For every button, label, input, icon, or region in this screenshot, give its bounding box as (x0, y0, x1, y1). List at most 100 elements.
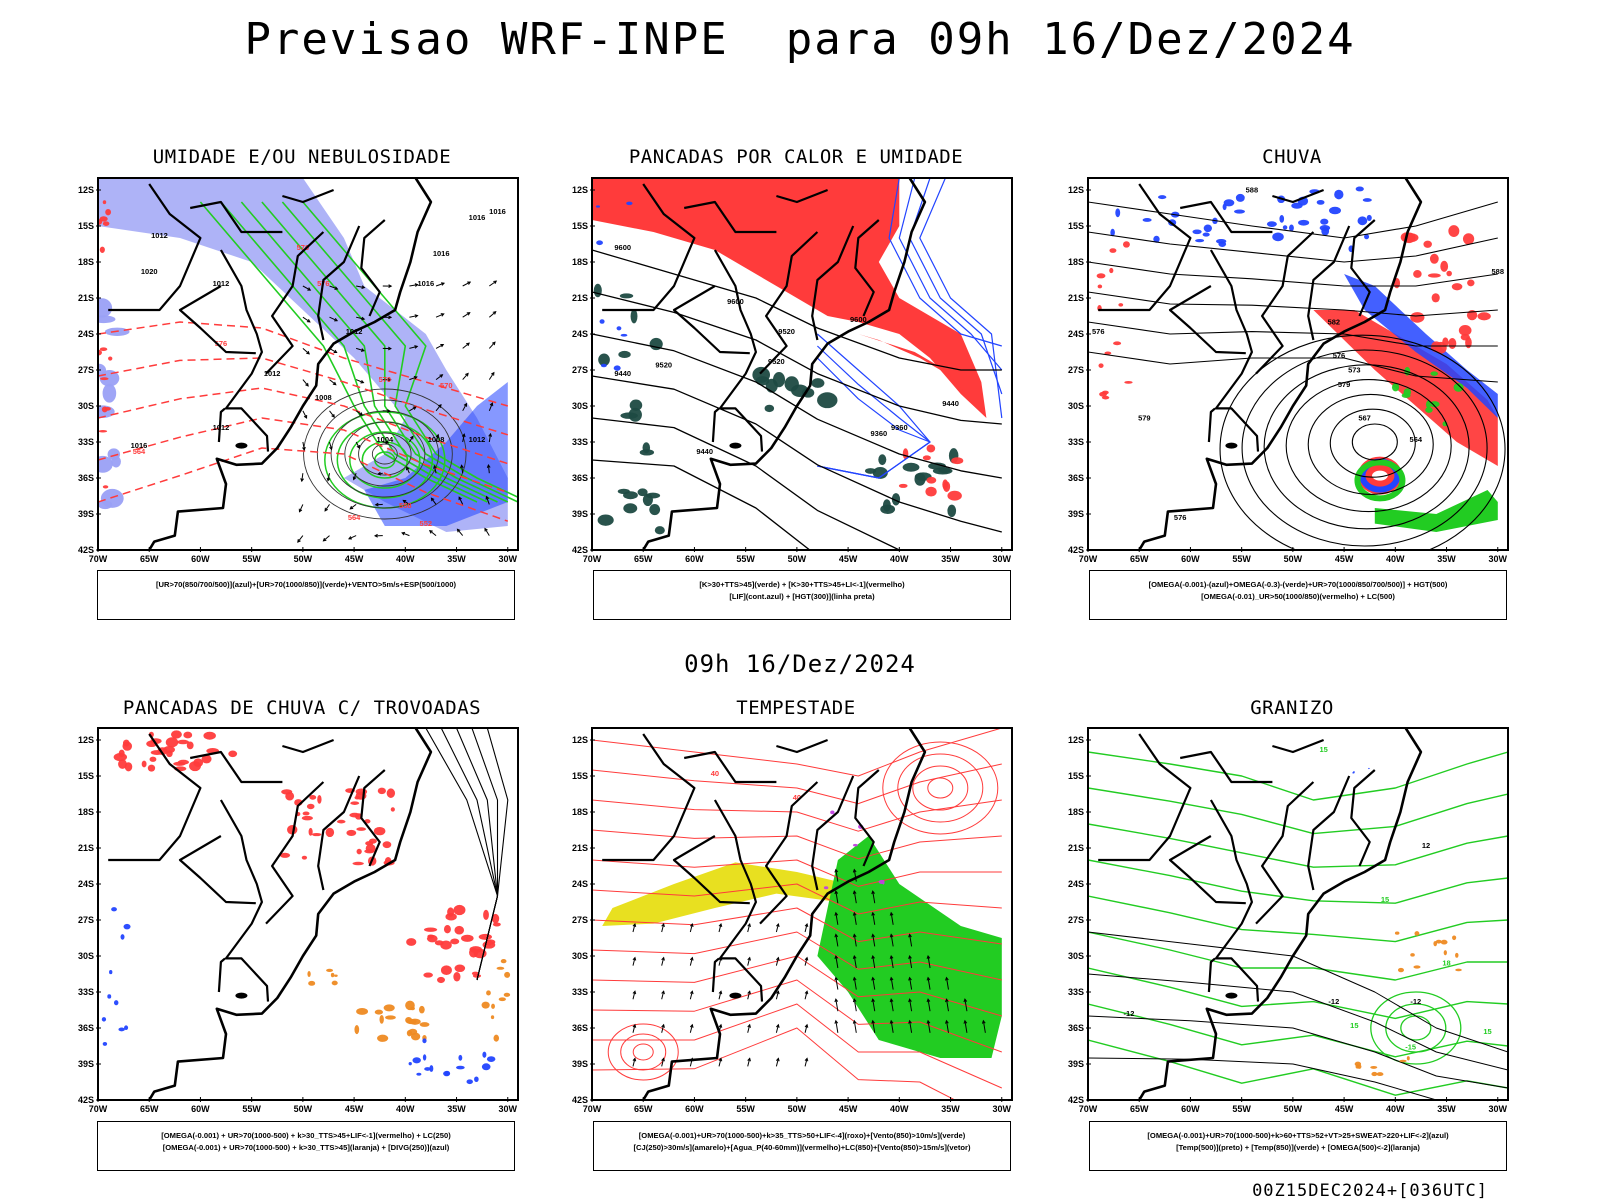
contour-label: 567 (1358, 413, 1371, 422)
omega500-orange (1452, 935, 1456, 940)
legend-line: [Temp(500)](preto) + [Temp(850)](verde) … (1090, 1142, 1506, 1154)
rain-red-ne (1463, 233, 1474, 244)
rain-red-andes (1124, 381, 1132, 384)
divergence-blue (429, 1065, 433, 1072)
omega-blue (1298, 220, 1309, 226)
lat-tick-label: 15S (78, 771, 94, 781)
country-border (1211, 800, 1258, 1002)
storm-red-north (189, 761, 201, 771)
storm-orange (379, 1015, 383, 1024)
divergence-blue (412, 1057, 420, 1063)
storm-red-north (148, 765, 155, 772)
storm-red-coast (479, 934, 492, 940)
rain-red-andes (1113, 341, 1121, 345)
divergence-andes (114, 1000, 118, 1005)
lat-tick-label: 30S (78, 401, 94, 411)
lat-tick-label: 12S (78, 735, 94, 745)
lagoon (729, 993, 741, 999)
storm-orange-south (332, 981, 338, 986)
storm-red-coast (483, 910, 489, 920)
storm-orange-south (334, 975, 338, 977)
omega500-orange (1395, 931, 1399, 934)
contour-label: -15 (1405, 1043, 1416, 1052)
contour-label: 40 (711, 769, 719, 778)
lat-tick-label: 18S (78, 257, 94, 267)
storm-red-north (228, 751, 237, 758)
heat-red-ocean (926, 477, 936, 484)
lagoon (235, 443, 247, 449)
storm-red-center (302, 816, 313, 821)
lon-tick-label: 45W (839, 1104, 858, 1114)
storm-red-center (285, 792, 294, 801)
storm-red-center (356, 827, 366, 831)
contour-label: -12 (1328, 997, 1339, 1006)
legend-tempestade: [OMEGA(-0.001)+UR>70(1000-500)+k>35_TTS>… (593, 1121, 1011, 1171)
omega-blue (1283, 225, 1288, 229)
hgt500-contour (1352, 424, 1397, 460)
divergence-andes (107, 994, 111, 998)
lat-tick-label: 33S (78, 437, 94, 447)
legend-line: [K>30+TTS>45](verde) + [K>30+TTS>45+LI<-… (594, 579, 1010, 591)
storm-red-center (349, 813, 360, 818)
lifted-index-andes (626, 202, 632, 205)
thickness-andes (108, 356, 112, 360)
lat-tick-label: 12S (572, 735, 588, 745)
lon-tick-label: 30W (992, 1104, 1011, 1114)
storm-orange-east (499, 997, 506, 1001)
legend-line: [OMEGA(-0.001) + UR>70(1000-500) + k>30_… (98, 1130, 514, 1142)
humidity-andes (111, 456, 121, 468)
lat-tick-label: 12S (78, 185, 94, 195)
divergence-blue (456, 1066, 465, 1070)
lat-tick-label: 15S (78, 221, 94, 231)
contour-label: 15 (1350, 1021, 1358, 1030)
lon-tick-label: 60W (1181, 1104, 1200, 1114)
heat-teal-andes (618, 351, 630, 358)
lon-tick-label: 35W (1437, 1104, 1456, 1114)
storm-red-north (142, 761, 147, 768)
temp850-contour (1088, 752, 1508, 800)
contour-label: 1016 (489, 207, 506, 216)
lon-tick-label: 55W (736, 554, 755, 564)
heat-red-ocean (947, 491, 961, 501)
lon-tick-label: 40W (396, 1104, 415, 1114)
lat-tick-label: 21S (1068, 843, 1084, 853)
severe-purple (824, 886, 828, 889)
legend-umidade: [UR>70(850/700/500)](azul)+[UR>70(1000/8… (97, 570, 515, 620)
country-border (1209, 958, 1215, 992)
rain-red-ne (1430, 254, 1439, 264)
lat-tick-label: 24S (78, 879, 94, 889)
temp500-contour (1088, 1016, 1508, 1088)
omega500-orange (1398, 968, 1404, 972)
lon-tick-label: 55W (242, 1104, 261, 1114)
lat-tick-label: 39S (1068, 509, 1084, 519)
storm-red-center (383, 841, 392, 848)
thickness-andes (100, 247, 105, 253)
omega-blue (1291, 203, 1302, 209)
storm-orange-south (326, 969, 333, 972)
lon-tick-label: 55W (736, 1104, 755, 1114)
lat-tick-label: 36S (78, 1023, 94, 1033)
contour-label: 564 (348, 513, 361, 522)
storm-red-center (378, 788, 386, 794)
heat-teal-ocean (883, 499, 891, 511)
contour-label: 15 (1319, 745, 1327, 754)
country-border (776, 740, 827, 752)
lat-tick-label: 27S (572, 365, 588, 375)
heat-teal-south (817, 392, 837, 408)
precip-water-contour (592, 800, 1002, 831)
lon-tick-label: 60W (1181, 554, 1200, 564)
rain-red-ne (1461, 334, 1470, 341)
heat-teal-ocean (878, 454, 886, 465)
divergence-andes (102, 1017, 106, 1021)
thickness-andes (99, 430, 108, 433)
contour-label: 588 (1491, 267, 1504, 276)
lon-tick-label: 60W (191, 1104, 210, 1114)
rain-green-spots (1404, 388, 1412, 395)
storm-red-north (183, 732, 192, 739)
country-border (219, 958, 225, 992)
storm-red-coast (493, 922, 501, 926)
lon-tick-label: 35W (941, 1104, 960, 1114)
map-pancadas-calor: 9600960095209440952094409600952093609440… (560, 170, 1020, 560)
omega500-orange (1441, 940, 1448, 945)
contour-label: 564 (1410, 435, 1423, 444)
